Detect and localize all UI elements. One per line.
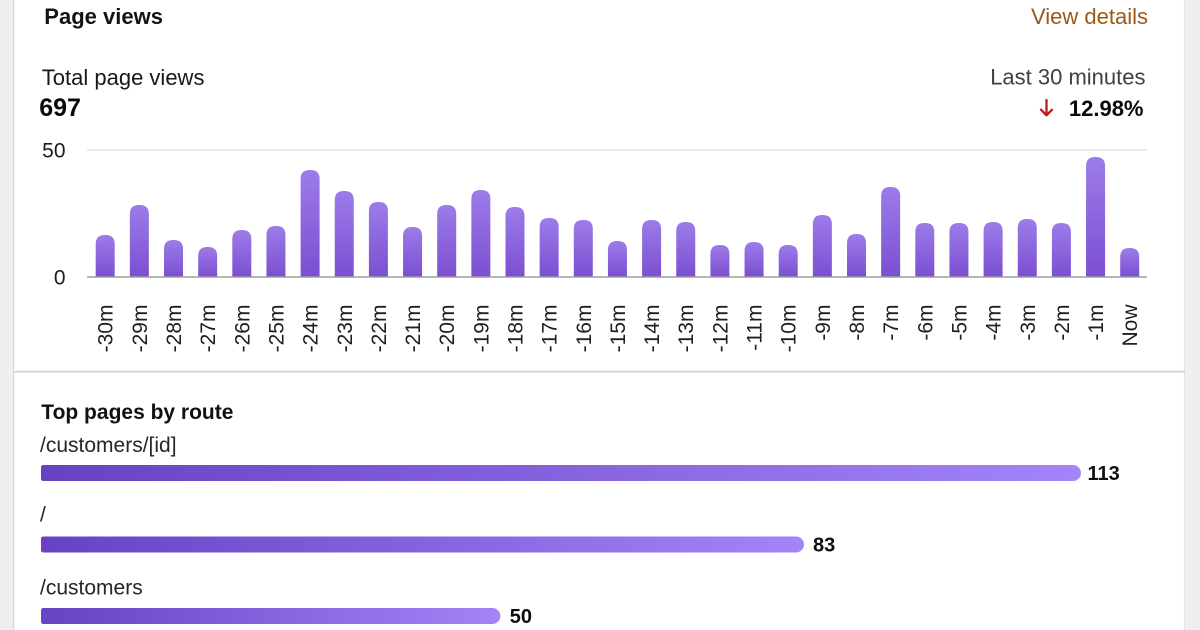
svg-text:113: 113 [1088,463,1120,485]
svg-text:-18m: -18m [505,305,528,353]
svg-text:-11m: -11m [744,305,767,351]
svg-text:-8m: -8m [846,305,869,341]
svg-text:-17m: -17m [539,305,562,353]
svg-text:-4m: -4m [983,305,1006,341]
svg-text:-13m: -13m [675,305,698,353]
svg-text:Now: Now [1119,304,1142,347]
svg-text:-19m: -19m [470,305,493,353]
svg-text:View details: View details [1031,4,1148,29]
svg-text:12.98%: 12.98% [1069,96,1144,121]
svg-text:-15m: -15m [607,305,630,353]
svg-text:Page views: Page views [44,4,163,29]
svg-text:-25m: -25m [265,305,288,353]
svg-text:-22m: -22m [368,305,391,353]
svg-text:Last 30 minutes: Last 30 minutes [990,65,1145,90]
svg-text:-2m: -2m [1051,305,1074,341]
svg-text:-20m: -20m [436,305,459,353]
svg-text:0: 0 [54,266,66,289]
svg-text:-14m: -14m [641,305,664,353]
svg-text:-23m: -23m [334,305,357,353]
svg-text:-26m: -26m [231,305,254,353]
svg-text:50: 50 [42,140,65,163]
svg-text:-21m: -21m [402,305,425,353]
svg-text:-24m: -24m [300,305,323,353]
svg-text:83: 83 [813,535,835,557]
svg-text:-28m: -28m [163,305,186,353]
svg-text:-3m: -3m [1017,305,1040,341]
svg-text:Total page views: Total page views [42,65,205,90]
svg-text:-30m: -30m [95,305,118,353]
svg-text:697: 697 [39,94,81,122]
svg-text:-29m: -29m [129,305,152,353]
svg-text:-1m: -1m [1085,305,1108,341]
svg-text:-16m: -16m [573,305,596,353]
svg-text:-10m: -10m [778,305,801,353]
svg-text:50: 50 [510,606,532,628]
svg-text:-27m: -27m [197,305,220,353]
svg-text:-5m: -5m [949,305,972,341]
svg-text:/customers/[id]: /customers/[id] [40,434,177,457]
svg-text:-9m: -9m [812,305,835,341]
svg-text:/customers: /customers [40,577,143,600]
svg-text:/: / [40,504,46,527]
svg-text:-6m: -6m [914,305,937,341]
svg-text:-12m: -12m [709,305,732,353]
svg-text:Top pages by route: Top pages by route [41,401,233,424]
svg-text:-7m: -7m [880,305,903,341]
